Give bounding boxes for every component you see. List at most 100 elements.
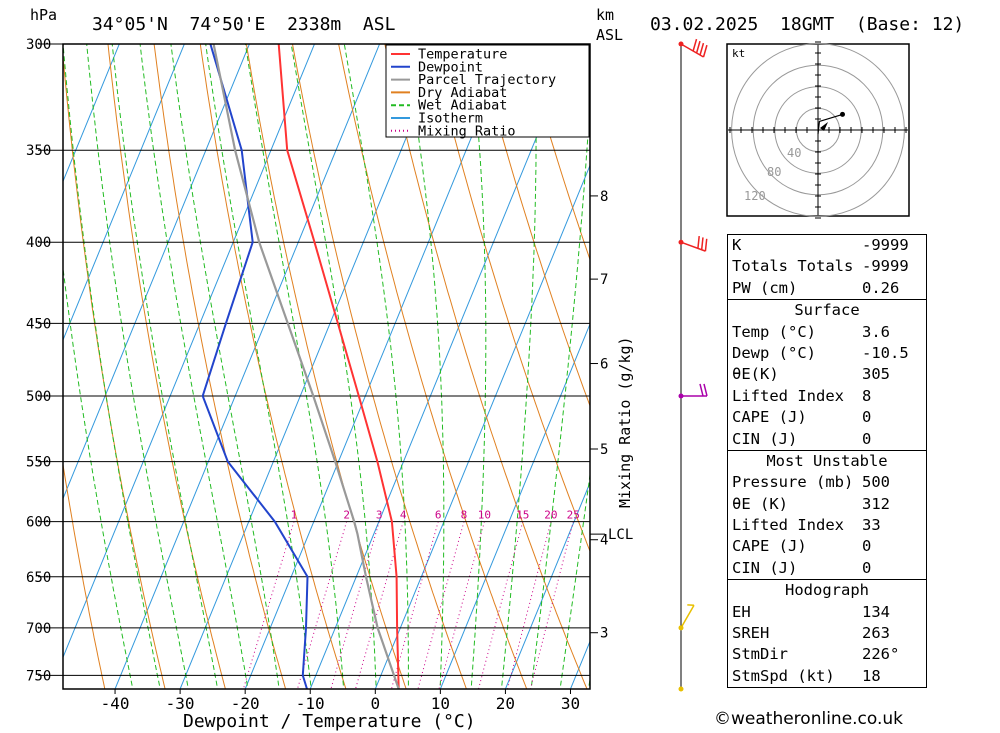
pressure-tick-label: 750 [26, 668, 51, 684]
dry-adiabat-line [153, 44, 287, 689]
legend-entry: Parcel Trajectory [418, 72, 556, 88]
stat-row: CIN (J) 0 [728, 429, 926, 450]
wind-barb-feather [699, 42, 705, 56]
mixing-ratio-label: 25 [567, 509, 580, 522]
stat-label: Pressure (mb) [732, 473, 854, 492]
sounding-profiles [201, 44, 400, 689]
dry-adiabat-line [430, 44, 590, 553]
stat-value: 33 [862, 516, 881, 535]
stat-label: Lifted Index [732, 386, 844, 405]
wet-adiabat-line [500, 44, 537, 689]
credit-text: weatheronline.co.uk [731, 709, 904, 729]
isotherm-line [63, 44, 120, 183]
storm-motion-arrow [820, 122, 828, 131]
dry-adiabat-line [917, 0, 1000, 689]
stat-value: 0 [862, 558, 872, 577]
stat-value: -9999 [862, 257, 909, 276]
x-tick-label: -40 [101, 694, 130, 713]
copyright-symbol: © [714, 709, 731, 729]
pressure-tick-label: 500 [26, 389, 51, 405]
legend-entry: Isotherm [418, 111, 483, 127]
mixing-ratio-label: 20 [544, 509, 557, 522]
isotherm-line [63, 44, 316, 659]
stat-row: θE (K) 312 [728, 494, 926, 515]
parcel-line [212, 44, 400, 689]
km-tick-label: 7 [600, 272, 608, 288]
wind-barb-shaft [680, 43, 704, 58]
stat-value: 0 [862, 429, 872, 448]
mixing-ratio-label: 8 [461, 509, 468, 522]
stat-row: Lifted Index 8 [728, 386, 926, 407]
mixing-ratio-line [330, 521, 380, 689]
wet-adiabat-line [469, 44, 487, 689]
wet-adiabat-line [290, 44, 377, 689]
hodograph-ring-label: 40 [787, 146, 801, 160]
stat-label: Totals Totals [732, 257, 854, 276]
mixing-ratio-line [417, 521, 465, 689]
temperature-line [277, 44, 400, 689]
isotherm-line [439, 322, 590, 689]
x-tick-label: 0 [370, 694, 380, 713]
stat-row: SREH 263 [728, 623, 926, 644]
stat-label: StmSpd (kt) [732, 666, 835, 685]
isotherm-line [63, 44, 250, 500]
wind-barb-feather [703, 383, 708, 397]
asl-unit-label: ASL [596, 26, 623, 44]
stat-row: EH 134 [728, 602, 926, 623]
stat-row: Pressure (mb) 500 [728, 472, 926, 493]
mixing-ratio-line [242, 521, 295, 689]
mixing-ratio-label: 4 [400, 509, 407, 522]
pressure-tick-label: 650 [26, 570, 51, 586]
indices-panel: K -9999 Totals Totals -9999 PW (cm) 0.26 [727, 234, 927, 300]
stat-label: θE (K) [732, 494, 788, 513]
legend-entry: Temperature [418, 47, 507, 63]
legend-entry: Dry Adiabat [418, 85, 507, 101]
pressure-tick-label: 550 [26, 455, 51, 471]
stat-label: StmDir [732, 645, 788, 664]
legend-entry: Dewpoint [418, 59, 483, 75]
km-tick-label: 5 [600, 442, 608, 458]
stat-row: Temp (°C) 3.6 [728, 322, 926, 343]
dry-adiabat-line [63, 461, 106, 689]
hodograph-ring-label: 120 [744, 189, 766, 203]
x-tick-label: 10 [431, 694, 450, 713]
wind-barb-feather [702, 44, 708, 58]
x-tick-label: 30 [561, 694, 580, 713]
stat-label: PW (cm) [732, 278, 798, 297]
stat-value: 18 [862, 666, 881, 685]
lcl-label: LCL [608, 527, 633, 543]
wet-adiabat-line [587, 676, 590, 689]
wind-barb-feather [704, 238, 708, 252]
dry-adiabat-line [107, 44, 226, 689]
dry-adiabat-line [963, 0, 1000, 689]
mixing-ratio-label: 3 [376, 509, 383, 522]
stat-row: CAPE (J) 0 [728, 407, 926, 428]
stat-value: 500 [862, 473, 890, 492]
stat-row: Lifted Index 33 [728, 515, 926, 536]
wind-level-dot [678, 686, 684, 692]
stat-value: 312 [862, 494, 890, 513]
stat-label: SREH [732, 624, 770, 643]
mixing-ratio-label: 6 [435, 509, 442, 522]
dewpoint-line [201, 44, 309, 689]
pressure-tick-label: 600 [26, 515, 51, 531]
stat-value: -10.5 [862, 343, 909, 362]
legend-entry: Mixing Ratio [418, 123, 516, 139]
plot-frame [62, 43, 591, 690]
km-unit-label: km [596, 6, 614, 24]
km-tick-label: 6 [600, 357, 608, 373]
legend-entry: Wet Adiabat [418, 98, 507, 114]
wind-barb-feather [697, 235, 700, 249]
x-tick-label: -30 [166, 694, 195, 713]
axis-labels: 1 2 3 4 6 8 10 15 20 2530035040045050055060065070… [26, 37, 633, 713]
stats-table: K -9999 Totals Totals -9999 PW (cm) 0.26 Surfa… [727, 234, 927, 689]
km-tick-label: 8 [600, 189, 608, 205]
dry-adiabat-line [63, 50, 166, 689]
stat-value: 226° [862, 645, 900, 664]
stat-row: StmDir 226° [728, 644, 926, 665]
pressure-tick-label: 450 [26, 316, 51, 332]
wet-adiabat-line [404, 44, 445, 689]
